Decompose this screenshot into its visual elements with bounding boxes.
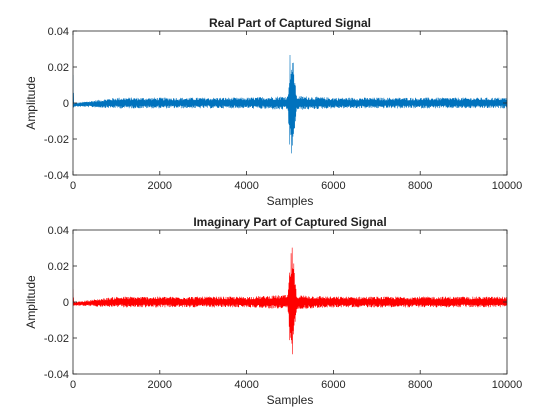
y-tick-label: 0.04 bbox=[48, 26, 69, 38]
x-tick-label: 8000 bbox=[408, 379, 432, 391]
y-tick-label: 0.02 bbox=[48, 62, 69, 74]
y-tick-label: 0 bbox=[63, 98, 69, 110]
y-tick-label: -0.04 bbox=[44, 170, 69, 182]
x-tick-label: 0 bbox=[70, 379, 76, 391]
x-tick-label: 2000 bbox=[148, 379, 172, 391]
y-axis-label: Amplitude bbox=[24, 76, 38, 130]
x-tick-label: 10000 bbox=[492, 180, 523, 192]
x-axis-label: Samples bbox=[267, 194, 314, 208]
x-tick-label: 4000 bbox=[234, 379, 258, 391]
series-line-2 bbox=[73, 247, 507, 355]
chart-title: Imaginary Part of Captured Signal bbox=[193, 215, 386, 229]
y-tick-label: -0.04 bbox=[44, 369, 69, 381]
x-tick-label: 0 bbox=[70, 180, 76, 192]
y-axis-label: Amplitude bbox=[24, 275, 38, 329]
x-tick-label: 4000 bbox=[234, 180, 258, 192]
y-tick-label: 0.04 bbox=[48, 225, 69, 237]
x-tick-label: 8000 bbox=[408, 180, 432, 192]
y-tick-label: -0.02 bbox=[44, 333, 69, 345]
chart-panel-2: 0 2000 4000 6000 8000 10000 0.04 0.02 0 -0.02 -0.0… bbox=[24, 215, 522, 407]
chart-title: Real Part of Captured Signal bbox=[209, 16, 371, 30]
y-tick-label: 0 bbox=[63, 297, 69, 309]
y-tick-label: -0.02 bbox=[44, 134, 69, 146]
x-tick-label: 6000 bbox=[321, 379, 345, 391]
chart-panel-1: 0 2000 4000 6000 8000 10000 0.04 0.02 0 -0.02 -0.0… bbox=[24, 16, 522, 208]
y-tick-label: 0.02 bbox=[48, 261, 69, 273]
x-tick-label: 6000 bbox=[321, 180, 345, 192]
x-axis-label: Samples bbox=[267, 393, 314, 407]
series-line-1 bbox=[73, 55, 507, 154]
x-tick-label: 10000 bbox=[492, 379, 523, 391]
x-tick-label: 2000 bbox=[148, 180, 172, 192]
